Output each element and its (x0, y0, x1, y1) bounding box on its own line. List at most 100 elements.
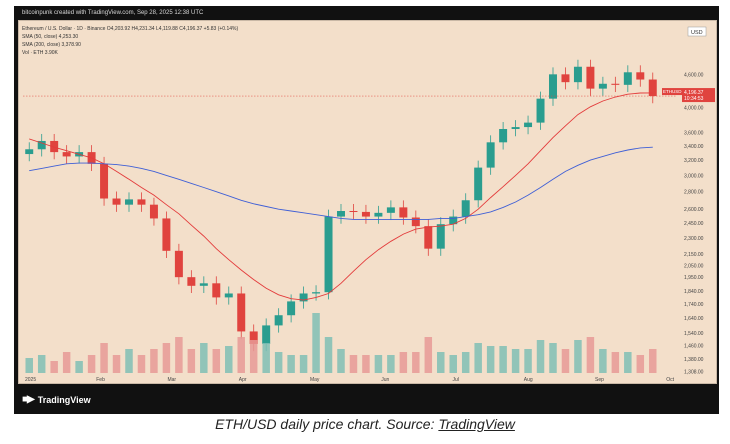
volume-bar (561, 349, 570, 373)
candle-body (100, 163, 109, 199)
symbol-badge: ETHUSD (663, 89, 682, 94)
candle-body (486, 142, 495, 168)
volume-bar (237, 337, 245, 373)
candle-body (137, 199, 146, 205)
y-tick-label: 2,600.00 (684, 207, 704, 213)
x-tick-label: Aug (524, 377, 533, 383)
volume-bar (125, 349, 133, 373)
countdown-label: 10:34:53 (684, 96, 704, 102)
candle-body (299, 293, 308, 302)
volume-bar (75, 361, 83, 373)
volume-bar (274, 352, 283, 373)
sma200-line (29, 146, 653, 220)
x-tick-label: Jul (452, 377, 458, 383)
y-tick-label: 4,600.00 (684, 72, 704, 78)
candle-body (287, 301, 296, 316)
y-tick-label: 1,840.00 (684, 289, 704, 295)
volume-bar (112, 355, 121, 373)
volume-bar (187, 349, 196, 373)
volume-bar (387, 355, 395, 373)
volume-bar (599, 349, 607, 373)
legend-sma200-line: SMA (200, close) 3,378.90 (22, 42, 81, 48)
y-tick-label: 3,600.00 (684, 130, 704, 136)
volume-bar (312, 313, 320, 373)
candle-body (125, 199, 133, 205)
candle-body (573, 66, 582, 83)
candle-body (399, 207, 408, 218)
y-tick-label: 2,800.00 (684, 190, 704, 196)
last-price-label: 4,196.37 (684, 90, 704, 96)
volume-bar (524, 349, 532, 373)
volume-bar (449, 355, 457, 373)
symbol-badge-box (662, 88, 682, 96)
tradingview-mark-icon: ■▶ (22, 394, 35, 405)
volume-bar (511, 349, 520, 373)
volume-bar (636, 355, 645, 373)
candle-body (361, 211, 370, 217)
candle-body (337, 211, 345, 217)
candle-body (586, 66, 595, 89)
volume-bar (299, 355, 308, 373)
volume-bar (586, 337, 595, 373)
candle-body (249, 331, 258, 344)
candle-body (411, 217, 420, 227)
volume-bar (287, 355, 295, 373)
y-tick-label: 4,000.00 (684, 105, 704, 111)
chart-header: bitcoinpunk created with TradingView.com… (14, 6, 719, 20)
price-axis: 4,600.004,200.004,000.003,600.003,400.00… (684, 72, 704, 375)
volume-bar (337, 349, 345, 373)
candle-body (499, 129, 508, 143)
candle-body (349, 211, 358, 213)
candle-body (623, 72, 632, 85)
volume-bar (249, 340, 258, 373)
caption-source-link[interactable]: TradingView (438, 416, 515, 432)
volume-bar (87, 355, 96, 373)
candle-body (262, 325, 271, 344)
candle-body (37, 140, 46, 150)
volume-bar (649, 349, 657, 373)
tradingview-footer: ■▶ TradingView (14, 388, 719, 414)
y-tick-label: 1,380.00 (684, 357, 704, 363)
candle-body (474, 167, 483, 201)
chart-legend: Ethereum / U.S. Dollar · 1D · Binance O4… (22, 26, 238, 56)
x-tick-label: Mar (167, 377, 176, 383)
candle-body (511, 127, 520, 130)
tradingview-logo[interactable]: ■▶ TradingView (22, 394, 91, 405)
x-tick-label: Feb (96, 377, 105, 383)
y-tick-label: 1,460.00 (684, 344, 704, 350)
candle-body (149, 204, 158, 219)
x-tick-label: Apr (239, 377, 247, 383)
y-tick-label: 2,150.00 (684, 252, 704, 258)
x-tick-label: Oct (666, 377, 674, 383)
volume-bar (374, 355, 383, 373)
candle-body (312, 292, 321, 294)
volume-bar (549, 343, 557, 373)
volume-bar (611, 352, 620, 373)
volume-bar (262, 343, 270, 373)
volume-bar (424, 337, 433, 373)
candle-body (436, 224, 445, 249)
volume-bar (200, 343, 208, 373)
candle-body (62, 152, 71, 157)
volume-bar (574, 340, 582, 373)
time-axis: 2025 Feb Mar Apr May Jun Jul Aug Sep Oct (25, 377, 675, 383)
candle-body (50, 140, 59, 153)
moving-averages-group (23, 92, 676, 301)
legend-sma50-line: SMA (50, close) 4,253.30 (22, 34, 78, 40)
volume-bar (624, 352, 632, 373)
candlestick-chart[interactable]: Ethereum / U.S. Dollar · 1D · Binance O4… (19, 21, 716, 383)
candle-body (324, 216, 333, 293)
volume-bar (212, 349, 221, 373)
y-tick-label: 3,000.00 (684, 173, 704, 179)
last-price-badge-box (682, 88, 715, 103)
candle-body (237, 293, 246, 332)
volume-bar (499, 346, 507, 373)
currency-badge: USD (691, 30, 703, 36)
x-tick-label: 2025 (25, 377, 36, 383)
candle-body (424, 226, 433, 249)
y-tick-label: 1,640.00 (684, 316, 704, 322)
x-tick-label: May (310, 377, 320, 383)
candle-body (112, 198, 121, 205)
chart-plot-area[interactable]: Ethereum / U.S. Dollar · 1D · Binance O4… (18, 20, 717, 384)
